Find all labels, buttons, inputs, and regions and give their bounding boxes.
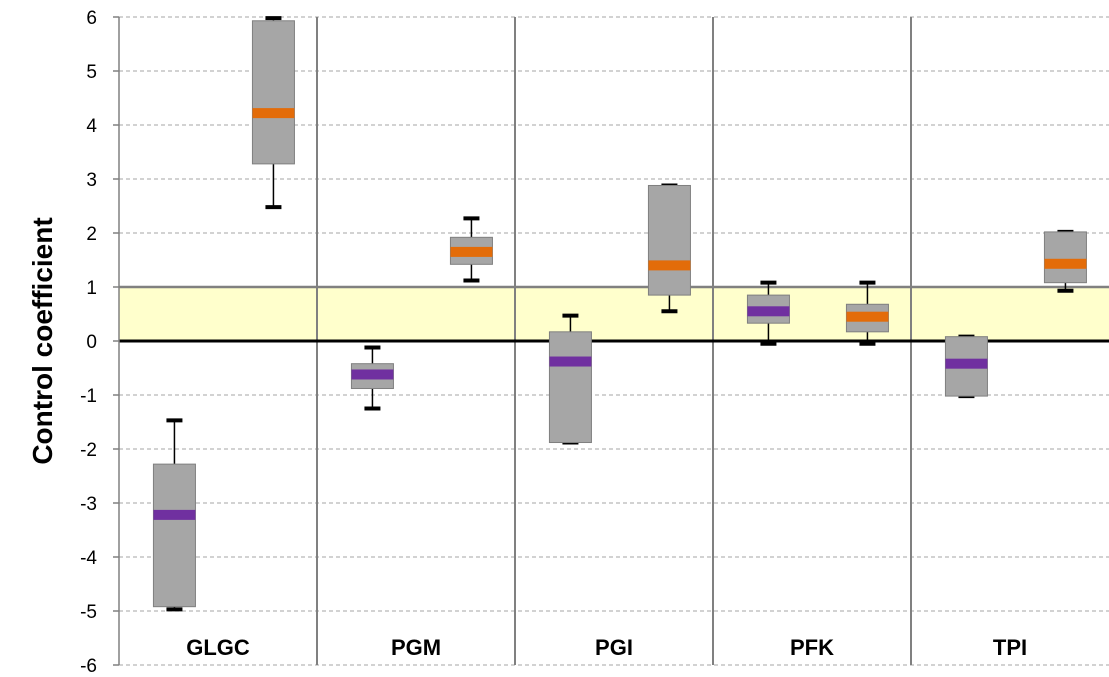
box-series: [152, 16, 1087, 612]
category-label: PFK: [790, 635, 834, 660]
box-pfk-first: [746, 280, 790, 346]
y-tick-label: -6: [80, 656, 97, 677]
box-pgi-first: [548, 313, 592, 445]
category-label: GLGC: [186, 635, 250, 660]
y-tick-label: 6: [86, 8, 97, 29]
box-body: [1043, 231, 1087, 284]
median-bar: [945, 358, 988, 369]
y-tick-label: -1: [80, 386, 97, 407]
box-body: [152, 463, 196, 608]
median-bar: [747, 306, 790, 317]
box-glgc-second: [251, 16, 295, 210]
median-bar: [648, 260, 691, 271]
y-tick-label: -2: [80, 440, 97, 461]
box-pgm-first: [350, 345, 394, 411]
category-labels: GLGC PGM PGI PFK TPI: [186, 635, 1027, 660]
y-tick-label: 3: [86, 170, 97, 191]
box-body: [548, 331, 592, 444]
y-axis-ticks: -6 -5 -4 -3 -2 -1 0 1 2 3 4 5 6: [80, 8, 119, 677]
median-bar: [846, 311, 889, 322]
median-bar: [549, 356, 592, 367]
category-label: PGM: [391, 635, 441, 660]
tolerance-band: [119, 287, 1109, 341]
median-bar: [153, 509, 196, 520]
y-tick-label: -3: [80, 494, 97, 515]
median-bar: [252, 108, 295, 119]
y-tick-label: -4: [80, 548, 97, 569]
y-tick-label: 4: [86, 116, 97, 137]
box-body: [251, 20, 295, 165]
y-tick-label: -5: [80, 602, 97, 623]
y-tick-label: 1: [86, 278, 97, 299]
median-bar: [450, 246, 493, 257]
box-pfk-second: [845, 280, 889, 346]
median-bar: [351, 369, 394, 380]
y-tick-label: 2: [86, 224, 97, 245]
box-tpi-first: [944, 334, 988, 399]
category-label: PGI: [595, 635, 633, 660]
y-tick-label: 5: [86, 62, 97, 83]
y-axis-title: Control coefficient: [27, 217, 58, 464]
box-glgc-first: [152, 418, 196, 612]
category-label: TPI: [993, 635, 1027, 660]
box-pgm-second: [449, 216, 493, 283]
box-tpi-second: [1043, 229, 1087, 293]
box-body: [647, 184, 691, 296]
y-tick-label: 0: [86, 332, 97, 353]
median-bar: [1044, 258, 1087, 269]
box-pgi-second: [647, 183, 691, 314]
